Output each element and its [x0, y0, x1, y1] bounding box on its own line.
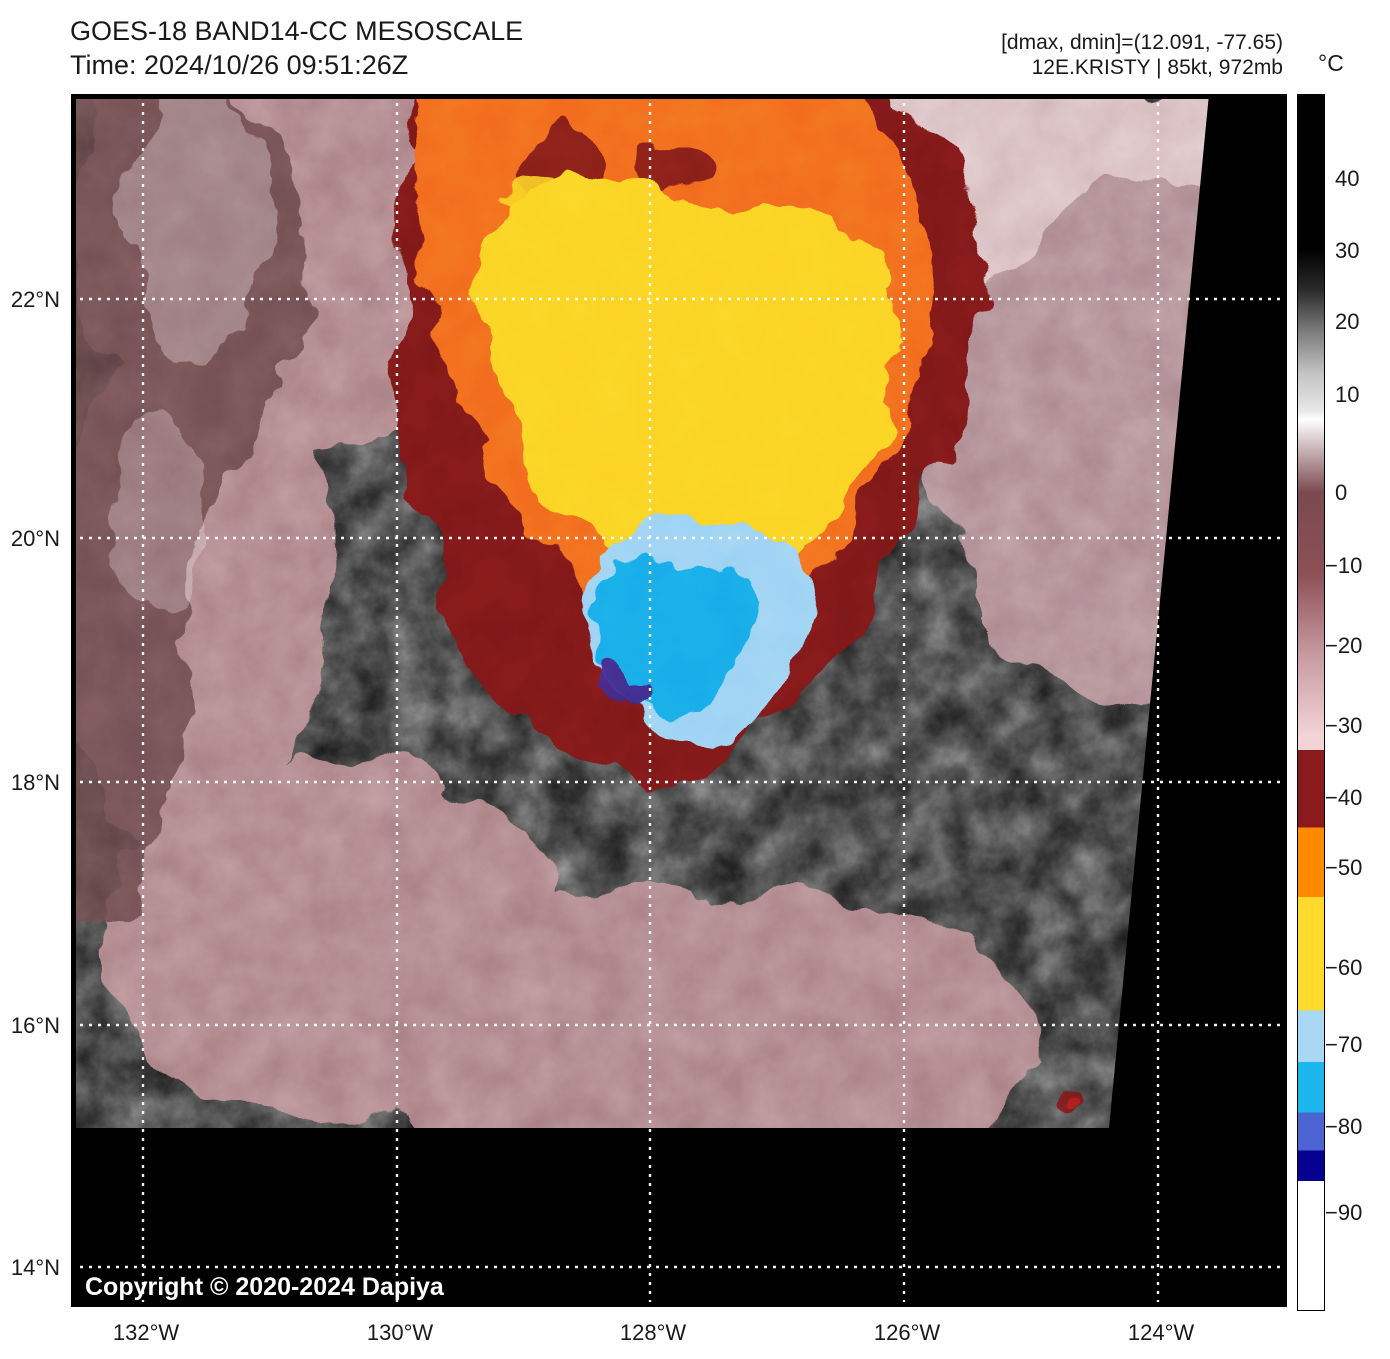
svg-text:Copyright © 2020-2024 Dapiya: Copyright © 2020-2024 Dapiya	[85, 1273, 445, 1301]
